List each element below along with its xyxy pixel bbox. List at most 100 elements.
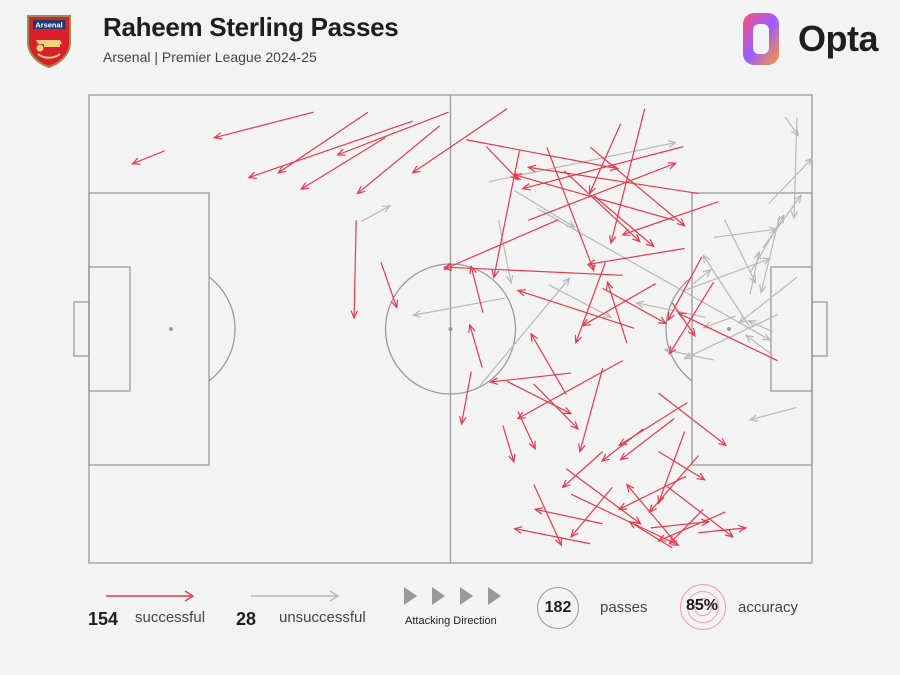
successful-pass-line: [514, 174, 675, 221]
unsuccessful-pass-line: [536, 208, 771, 341]
legend-unsuccessful-arrowhead: [329, 590, 340, 602]
successful-pass-arrowhead: [131, 157, 141, 165]
successful-pass-arrowhead: [676, 218, 686, 227]
successful-pass-arrowhead: [488, 377, 499, 386]
successful-pass-line: [506, 380, 572, 415]
successful-pass-arrowhead: [617, 502, 628, 510]
opta-logo-icon: [743, 13, 779, 65]
accuracy-label: accuracy: [738, 599, 799, 616]
successful-pass-arrowhead: [668, 536, 678, 545]
successful-pass-arrowhead: [574, 334, 582, 345]
unsuccessful-pass-line: [702, 255, 750, 327]
successful-pass-line: [469, 324, 483, 368]
unsuccessful-pass-arrowhead: [790, 210, 799, 220]
successful-pass-arrowhead: [578, 443, 586, 453]
right-penalty-arc: [665, 276, 693, 382]
accuracy-ring-inner: [694, 598, 712, 616]
successful-pass-arrowhead: [561, 479, 571, 489]
successful-pass-line: [620, 417, 675, 461]
successful-pass-arrowhead: [617, 438, 628, 447]
successful-pass-line: [698, 527, 746, 534]
brand-name: Opta: [798, 18, 879, 59]
unsuccessful-pass-line: [548, 284, 612, 318]
attacking-direction-icon: [404, 587, 501, 605]
successful-pass-arrowhead: [700, 518, 711, 527]
unsuccessful-pass-line: [514, 190, 575, 228]
successful-pass-line: [593, 195, 655, 247]
unsuccessful-pass-line: [760, 215, 781, 293]
unsuccessful-pass-arrowhead: [737, 315, 747, 324]
successful-count: 154: [88, 609, 119, 629]
successful-pass-arrowhead: [468, 323, 476, 333]
right-goal: [811, 301, 828, 357]
successful-pass-arrowhead: [608, 234, 617, 245]
centre-spot: [448, 327, 453, 331]
successful-pass-arrowhead: [658, 316, 668, 325]
unsuccessful-pass-line: [762, 195, 802, 249]
successful-pass-line: [629, 521, 673, 549]
successful-pass-arrowhead: [528, 440, 536, 451]
pitch-markings: [73, 94, 828, 564]
successful-pass-arrowhead: [619, 452, 629, 461]
successful-pass-arrowhead: [277, 165, 287, 174]
successful-pass-line: [658, 392, 727, 446]
successful-pass-arrowhead: [724, 529, 734, 538]
successful-pass-line: [514, 527, 591, 545]
unsuccessful-pass-arrowhead: [505, 274, 514, 285]
successful-pass-arrowhead: [508, 453, 516, 464]
unsuccessful-pass-arrowhead: [702, 254, 711, 264]
unsuccessful-pass-arrowhead: [748, 414, 759, 422]
successful-pass-line: [575, 262, 606, 343]
unsuccessful-pass-arrowhead: [381, 205, 392, 213]
successful-pass-arrowhead: [587, 262, 595, 272]
successful-pass-line: [517, 360, 623, 419]
successful-pass-line: [588, 247, 685, 265]
unsuccessful-pass-line: [738, 276, 798, 324]
unsuccessful-pass-arrowhead: [753, 250, 762, 260]
successful-pass-arrowhead: [696, 472, 706, 481]
unsuccessful-pass-arrowhead: [761, 333, 772, 341]
successful-pass-line: [533, 484, 562, 546]
successful-pass-arrowhead: [570, 528, 579, 538]
successful-pass-line: [658, 511, 726, 542]
successful-pass-line: [602, 287, 667, 325]
unsuccessful-pass-arrowhead: [749, 274, 757, 285]
successful-pass-arrowhead: [469, 264, 477, 275]
successful-pass-arrowhead: [442, 263, 452, 272]
successful-pass-line: [565, 468, 641, 525]
left-penalty-spot: [169, 327, 173, 331]
successful-pass-arrowhead: [586, 259, 597, 267]
accuracy-ring-middle: [687, 591, 719, 623]
successful-pass-line: [466, 139, 618, 170]
successful-pass-arrowhead: [513, 526, 523, 534]
successful-pass-line: [618, 402, 688, 446]
successful-pass-arrowhead: [628, 520, 638, 529]
successful-pass-line: [353, 220, 357, 319]
successful-pass-arrowhead: [336, 148, 346, 156]
successful-pass-line: [460, 371, 472, 425]
successful-pass-line: [618, 475, 687, 510]
left-six-yard-box: [88, 266, 131, 392]
successful-pass-arrowhead: [657, 534, 667, 542]
arsenal-crest-icon: Arsenal: [27, 15, 71, 68]
successful-pass-arrowhead: [738, 524, 748, 533]
unsuccessful-pass-line: [703, 315, 736, 329]
successful-pass-line: [132, 150, 165, 165]
unsuccessful-pass-line: [784, 116, 799, 136]
page-subtitle: Arsenal | Premier League 2024-25: [103, 49, 317, 65]
successful-pass-line: [485, 146, 519, 181]
successful-pass-arrowhead: [554, 537, 562, 547]
successful-pass-arrowhead: [459, 416, 467, 426]
successful-pass-line: [517, 289, 635, 329]
successful-pass-line: [606, 282, 628, 343]
successful-passes: [131, 108, 778, 549]
unsuccessful-pass-arrowhead: [793, 194, 802, 204]
successful-pass-arrowhead: [687, 327, 696, 338]
successful-pass-line: [562, 451, 604, 488]
right-penalty-area: [691, 192, 813, 466]
successful-pass-line: [570, 493, 679, 546]
successful-pass-line: [650, 521, 709, 529]
successful-pass-line: [522, 146, 684, 190]
right-six-yard-box: [770, 266, 813, 392]
